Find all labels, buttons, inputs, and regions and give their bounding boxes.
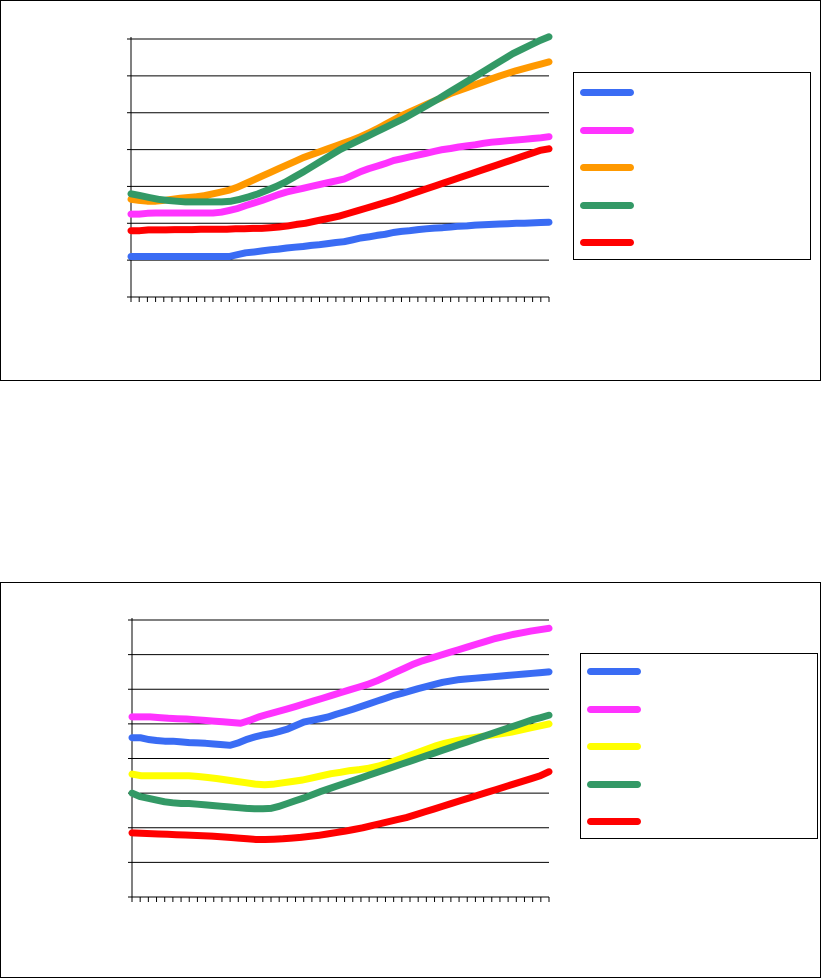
chart-2-frame [0,582,821,978]
chart-1-plot [127,33,553,302]
series-line-4 [127,33,553,206]
series-line-2 [127,133,553,218]
series-line-1 [128,668,553,749]
series-line-2 [128,624,553,727]
legend-swatch [580,201,634,209]
legend-swatch [587,743,641,750]
legend-item-5 [580,239,780,249]
chart-1-legend [573,72,811,260]
legend-item-4 [587,780,787,791]
series-line-4 [128,711,553,813]
legend-swatch [587,818,641,825]
chart-2-plot [128,618,553,902]
legend-item-1 [580,89,780,99]
legend-item-2 [587,705,787,716]
chart-1-frame [0,0,821,381]
legend-swatch [587,705,641,713]
legend-swatch [587,780,641,788]
series-line-5 [128,768,553,843]
legend-item-4 [580,201,780,212]
legend-swatch [580,239,634,246]
legend-item-1 [587,668,787,678]
legend-swatch [587,668,641,675]
legend-item-2 [580,126,780,137]
legend-item-3 [580,164,780,174]
chart-2-legend [580,653,818,839]
series-line-1 [127,218,553,260]
legend-item-3 [587,743,787,753]
legend-swatch [580,89,634,96]
legend-swatch [580,126,634,134]
legend-swatch [580,164,634,171]
series-line-3 [127,58,553,205]
legend-item-5 [587,818,787,828]
series-line-5 [127,145,553,235]
